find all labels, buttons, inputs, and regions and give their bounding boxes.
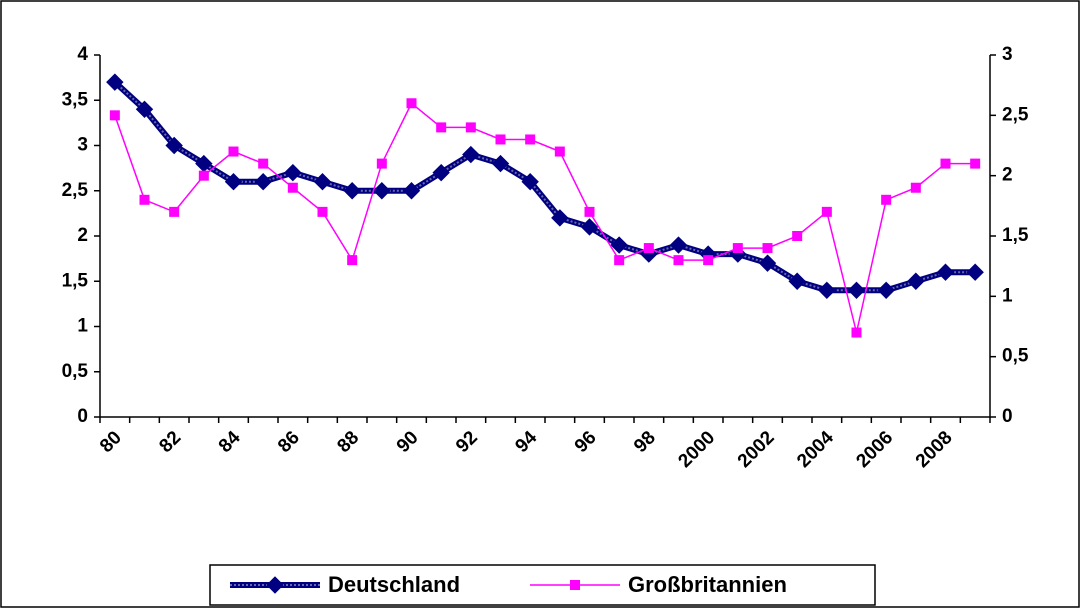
y-tick-label: 2,5 [62,180,89,201]
point-marker [758,254,777,272]
point-marker [669,236,688,254]
point-marker [877,281,895,300]
point-marker [584,206,595,217]
point-marker [936,263,955,281]
point-marker [792,231,803,241]
y2-tick-label: 2 [1002,165,1013,186]
y2-tick-label: 0 [1002,406,1013,427]
point-marker [610,236,628,254]
point-marker [580,218,599,236]
y-tick-label: 0,5 [62,361,89,382]
point-marker [402,182,421,200]
point-marker [614,255,625,266]
point-marker [821,206,832,217]
point-marker [966,263,984,281]
y2-tick-label: 1 [1002,285,1013,306]
point-marker [788,272,806,290]
point-marker [570,580,580,590]
point-marker [940,158,951,169]
y-tick-label: 4 [77,44,88,65]
point-marker [732,243,743,254]
point-marker [347,255,358,266]
point-marker [910,182,921,193]
y2-tick-label: 0,5 [1002,346,1029,367]
point-marker [465,122,476,133]
point-marker [106,73,124,91]
point-marker [818,281,836,300]
point-marker [228,146,239,157]
point-marker [847,281,866,300]
point-marker [406,98,417,109]
y2-tick-label: 1,5 [1002,225,1029,246]
point-marker [643,243,654,254]
y2-tick-label: 2,5 [1002,104,1029,125]
point-marker [495,134,506,145]
point-marker [432,163,450,182]
legend-label: Deutschland [328,572,460,597]
point-marker [525,134,536,145]
legend: Deutschland Großbritannien [209,564,876,606]
point-marker [673,255,684,266]
point-marker [491,154,510,173]
y-tick-label: 1,5 [62,270,89,291]
y-tick-label: 3 [77,135,88,156]
point-marker [135,100,154,119]
point-marker [313,172,332,191]
point-marker [436,122,447,133]
point-marker [521,172,539,191]
point-marker [284,163,302,182]
point-marker [970,158,981,169]
y-tick-label: 3,5 [62,89,89,110]
y-tick-label: 2 [77,225,88,246]
point-marker [317,206,328,217]
point-marker [376,158,387,169]
y-tick-label: 0 [77,406,88,427]
y2-tick-label: 3 [1002,44,1013,65]
legend-label: Großbritannien [628,572,787,597]
point-marker [343,182,361,200]
point-marker [551,209,569,227]
point-marker [165,136,183,155]
point-marker [139,194,150,205]
point-marker [109,110,120,121]
point-marker [373,182,391,200]
y-tick-label: 1 [77,316,88,337]
point-marker [254,172,272,191]
point-marker [762,243,773,254]
point-marker [169,206,180,217]
point-marker [266,576,284,594]
point-marker [462,145,480,164]
point-marker [703,255,714,266]
point-marker [907,272,925,290]
point-marker [851,327,862,338]
point-marker [258,158,269,169]
point-marker [554,146,565,157]
point-marker [881,194,892,205]
point-marker [224,172,243,191]
point-marker [198,170,209,181]
plot-area [100,55,990,417]
point-marker [287,182,298,193]
